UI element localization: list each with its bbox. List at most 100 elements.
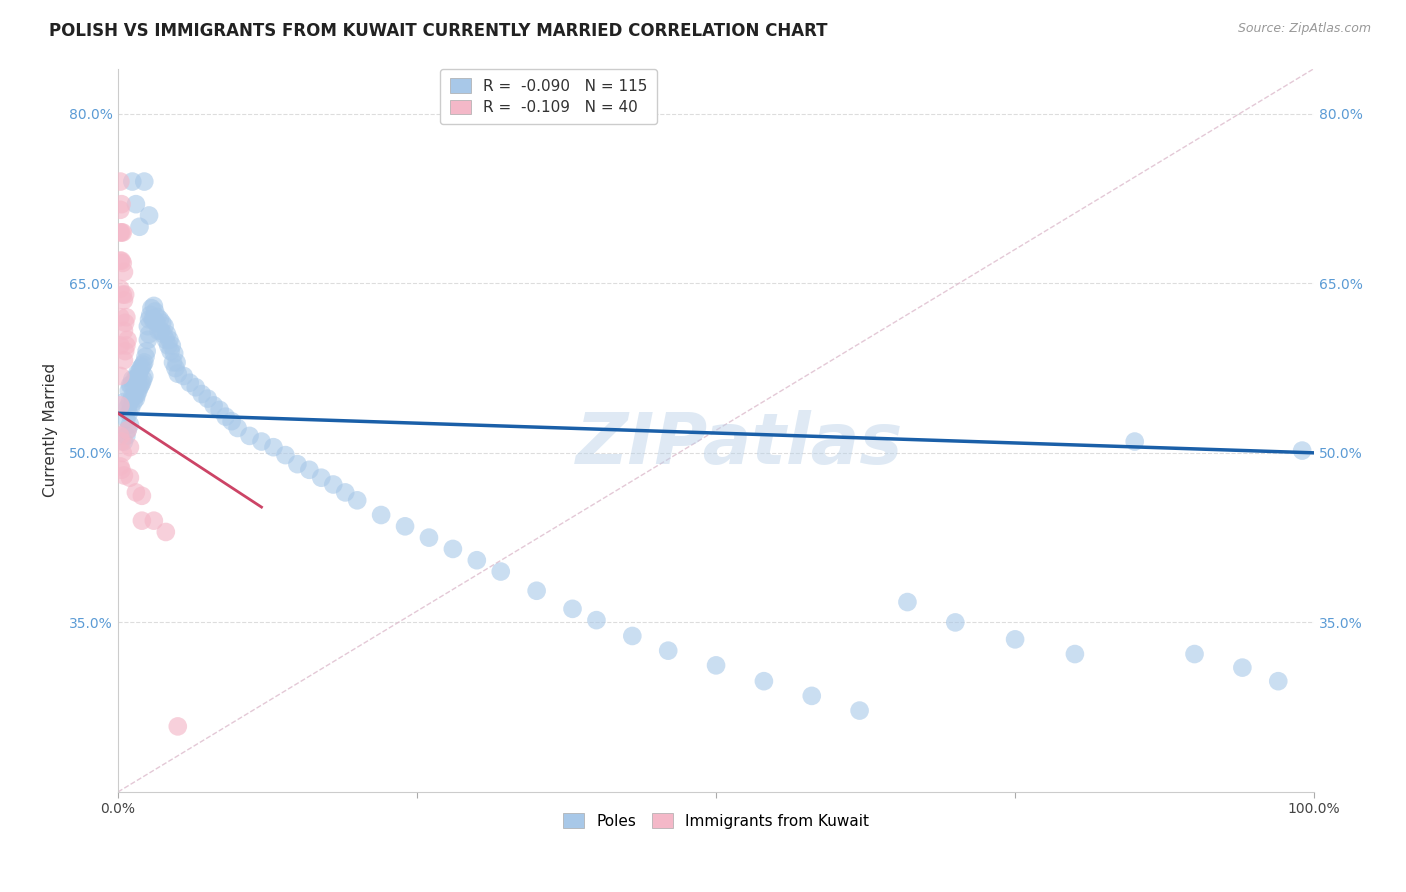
Point — [112, 434, 135, 449]
Text: ZIPatlas: ZIPatlas — [576, 410, 904, 479]
Point — [134, 355, 156, 369]
Point — [118, 406, 141, 420]
Point — [111, 446, 134, 460]
Point — [127, 387, 149, 401]
Point — [298, 463, 321, 477]
Point — [208, 403, 231, 417]
Point — [118, 440, 141, 454]
Point — [131, 376, 153, 390]
Point — [118, 471, 141, 485]
Point — [121, 175, 143, 189]
Point — [110, 463, 132, 477]
Point — [136, 319, 159, 334]
Point — [115, 338, 138, 352]
Point — [112, 293, 135, 308]
Point — [132, 358, 155, 372]
Point — [118, 395, 141, 409]
Point — [111, 287, 134, 301]
Point — [335, 485, 357, 500]
Point — [148, 324, 170, 338]
Point — [111, 226, 134, 240]
Point — [138, 327, 160, 342]
Point — [184, 380, 207, 394]
Point — [124, 372, 146, 386]
Point — [287, 457, 309, 471]
Point — [128, 219, 150, 234]
Point — [125, 485, 148, 500]
Point — [131, 514, 153, 528]
Point — [162, 355, 184, 369]
Point — [166, 367, 188, 381]
Point — [112, 468, 135, 483]
Point — [127, 367, 149, 381]
Point — [165, 361, 187, 376]
Point — [163, 346, 186, 360]
Point — [129, 361, 152, 376]
Point — [139, 308, 162, 322]
Point — [110, 197, 132, 211]
Point — [160, 338, 183, 352]
Point — [125, 197, 148, 211]
Point — [131, 359, 153, 374]
Point — [110, 459, 132, 474]
Point — [1232, 660, 1254, 674]
Point — [132, 372, 155, 386]
Point — [370, 508, 392, 522]
Point — [197, 392, 219, 406]
Point — [120, 401, 142, 415]
Point — [112, 265, 135, 279]
Point — [1123, 434, 1146, 449]
Point — [114, 287, 136, 301]
Point — [122, 378, 145, 392]
Point — [1004, 632, 1026, 647]
Point — [117, 401, 139, 415]
Point — [418, 531, 440, 545]
Point — [125, 392, 148, 406]
Point — [136, 333, 159, 347]
Point — [115, 412, 138, 426]
Point — [138, 209, 160, 223]
Point — [112, 353, 135, 368]
Point — [214, 409, 236, 424]
Point — [110, 369, 132, 384]
Point — [1291, 443, 1313, 458]
Point — [657, 643, 679, 657]
Point — [128, 364, 150, 378]
Point — [1267, 674, 1289, 689]
Point — [142, 299, 165, 313]
Point — [238, 429, 260, 443]
Point — [704, 658, 727, 673]
Point — [110, 434, 132, 449]
Point — [110, 253, 132, 268]
Point — [141, 301, 163, 315]
Point — [142, 312, 165, 326]
Point — [311, 471, 333, 485]
Point — [152, 327, 174, 342]
Point — [117, 333, 139, 347]
Point — [250, 434, 273, 449]
Point — [465, 553, 488, 567]
Point — [157, 333, 180, 347]
Point — [121, 372, 143, 386]
Point — [190, 387, 212, 401]
Point — [226, 421, 249, 435]
Y-axis label: Currently Married: Currently Married — [44, 363, 58, 498]
Point — [138, 312, 160, 326]
Point — [322, 477, 344, 491]
Point — [441, 541, 464, 556]
Text: POLISH VS IMMIGRANTS FROM KUWAIT CURRENTLY MARRIED CORRELATION CHART: POLISH VS IMMIGRANTS FROM KUWAIT CURRENT… — [49, 22, 828, 40]
Point — [143, 304, 166, 318]
Point — [142, 514, 165, 528]
Point — [110, 253, 132, 268]
Point — [166, 719, 188, 733]
Point — [156, 327, 179, 342]
Point — [166, 355, 188, 369]
Point — [221, 414, 243, 428]
Point — [110, 429, 132, 443]
Point — [274, 448, 297, 462]
Point — [1184, 647, 1206, 661]
Point — [118, 378, 141, 392]
Point — [585, 613, 607, 627]
Point — [110, 310, 132, 325]
Point — [173, 369, 195, 384]
